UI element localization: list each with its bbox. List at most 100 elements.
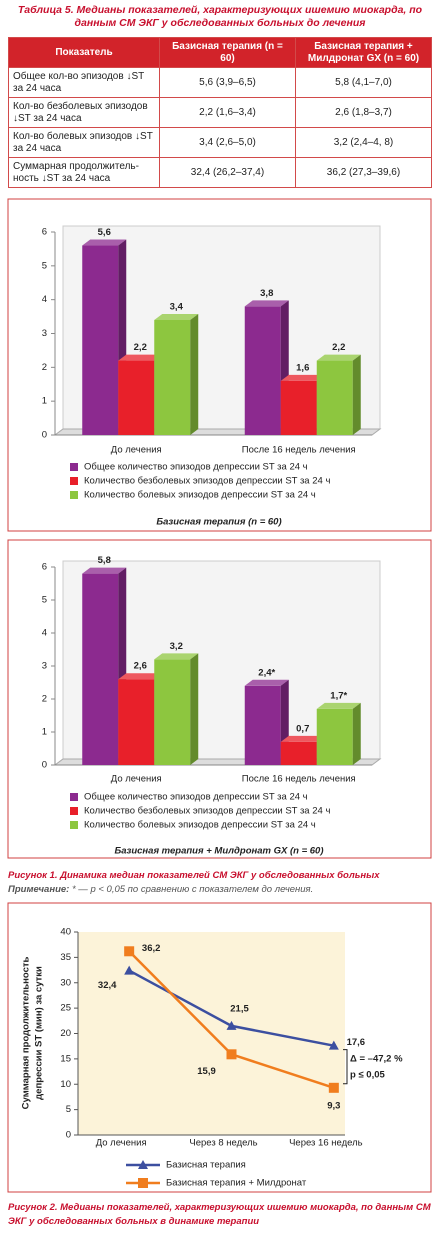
figure-text: Медианы показателей, характеризующих ише… (8, 1202, 431, 1227)
value-label: 36,2 (142, 943, 161, 954)
bar-top (244, 300, 289, 307)
legend-swatch (70, 793, 78, 801)
y-tick-label: 35 (60, 952, 71, 963)
value-label: 32,4 (98, 980, 117, 991)
annotation: p ≤ 0,05 (350, 1069, 386, 1080)
figure-caption: Рисунок 2. Медианы показателей, характер… (8, 1201, 433, 1229)
marker (226, 1049, 237, 1060)
marker (226, 1020, 237, 1030)
y-tick-label: 4 (42, 628, 47, 639)
chart-caption: Базисная терапия (n = 60) (156, 517, 281, 528)
cell: Суммарная продолжитель­ность ↓ST за 24 ч… (8, 157, 160, 188)
bar-top (280, 374, 325, 381)
bar-top (118, 354, 163, 361)
value-label: 2,6 (134, 661, 147, 672)
x-tick-label: До лечения (96, 1138, 147, 1149)
x-tick-label: До лечения (111, 774, 162, 785)
bar (118, 679, 155, 765)
bar-top (82, 239, 127, 246)
annotation: Δ = –47,2 % (350, 1053, 403, 1064)
y-tick-label: 3 (42, 661, 47, 672)
value-label: 5,8 (98, 555, 111, 566)
figure-caption: Рисунок 1. Динамика медиан показателей С… (8, 869, 433, 897)
bar (154, 319, 191, 435)
bar-top (316, 354, 361, 361)
table: Показатель Базисная терапия (n = 60) Баз… (8, 37, 432, 188)
bar-side (190, 653, 199, 765)
y-tick-label: 1 (42, 396, 47, 407)
y-tick-label: 25 (60, 1003, 71, 1014)
y-tick-label: 5 (66, 1104, 71, 1115)
y-tick-label: 4 (42, 294, 47, 305)
legend-label: Количество безболевых эпизодов депрессии… (84, 476, 330, 487)
value-label: 15,9 (197, 1066, 216, 1077)
y-tick-label: 0 (42, 430, 47, 441)
y-tick-label: 2 (42, 362, 47, 373)
x-tick-label: Через 8 недель (189, 1138, 257, 1149)
bar-top (280, 735, 325, 742)
x-tick-label: До лечения (111, 445, 162, 456)
header-cell: Базисная терапия (n = 60) (159, 37, 296, 68)
y-tick-label: 3 (42, 328, 47, 339)
note-label: Примечание: (8, 884, 70, 895)
note: * — p < 0,05 по сравнению с показателем … (71, 884, 314, 895)
chart-frame (7, 539, 432, 859)
value-label: 2,4* (258, 667, 275, 678)
figure-label: Рисунок 2. (8, 1202, 58, 1213)
legend-label: Общее количество эпизодов депрессии ST з… (84, 792, 308, 803)
legend-label: Общее количество эпизодов депрессии ST з… (84, 462, 308, 473)
marker (138, 1178, 148, 1188)
chart-frame (7, 198, 432, 532)
value-label: 5,6 (98, 227, 111, 238)
bar (118, 360, 155, 435)
bar-top (82, 567, 127, 574)
legend-swatch (70, 491, 78, 499)
y-tick-label: 10 (60, 1079, 71, 1090)
x-tick-label: После 16 недель лечения (242, 445, 356, 456)
cell: 3,4 (2,6–5,0) (159, 127, 296, 158)
y-tick-label: 6 (42, 227, 47, 238)
cell: Кол-во безболевых эпизодов ↓ST за 24 час… (8, 97, 160, 128)
chart-frame (7, 902, 432, 1193)
y-tick-label: 15 (60, 1053, 71, 1064)
bar (316, 360, 353, 435)
marker (328, 1040, 339, 1050)
value-label: 2,2 (332, 342, 345, 353)
value-label: 3,4 (170, 301, 184, 312)
bar-side (352, 702, 361, 765)
value-label: 2,2 (134, 342, 147, 353)
marker (124, 946, 135, 957)
cell: 2,6 (1,8–3,7) (295, 97, 432, 128)
bar (316, 708, 353, 765)
bar (280, 741, 317, 765)
value-label: 3,2 (170, 641, 183, 652)
bar-top (154, 313, 199, 320)
cell: 32,4 (26,2–37,4) (159, 157, 296, 188)
bar (154, 659, 191, 765)
bar (82, 245, 119, 435)
bar (244, 685, 281, 765)
legend-label: Базисная терапия (166, 1160, 246, 1171)
bar-top (316, 702, 361, 709)
y-tick-label: 5 (42, 260, 47, 271)
y-tick-label: 0 (42, 760, 47, 771)
table-title: Таблица 5. Медианы показателей, характер… (17, 4, 423, 29)
value-label: 3,8 (260, 288, 273, 299)
value-label: 1,7* (330, 690, 347, 701)
legend-label: Базисная терапия + Милдронат (166, 1178, 307, 1189)
bar-top (244, 679, 289, 686)
cell: Общее кол-во эпизодов ↓ST за 24 часа (8, 67, 160, 98)
y-tick-label: 1 (42, 727, 47, 738)
x-tick-label: Через 16 недель (289, 1138, 363, 1149)
chart-caption: Базисная терапия + Милдронат GX (n = 60) (114, 846, 323, 857)
value-label: 17,6 (347, 1037, 366, 1048)
legend-label: Количество болевых эпизодов депрессии ST… (84, 490, 316, 501)
marker (328, 1082, 339, 1093)
y-axis-label: депрессии ST (мин) за сутки (34, 966, 45, 1100)
y-tick-label: 0 (66, 1130, 71, 1141)
bar (280, 380, 317, 435)
cell: 5,6 (3,9–6,5) (159, 67, 296, 98)
legend-swatch (70, 821, 78, 829)
